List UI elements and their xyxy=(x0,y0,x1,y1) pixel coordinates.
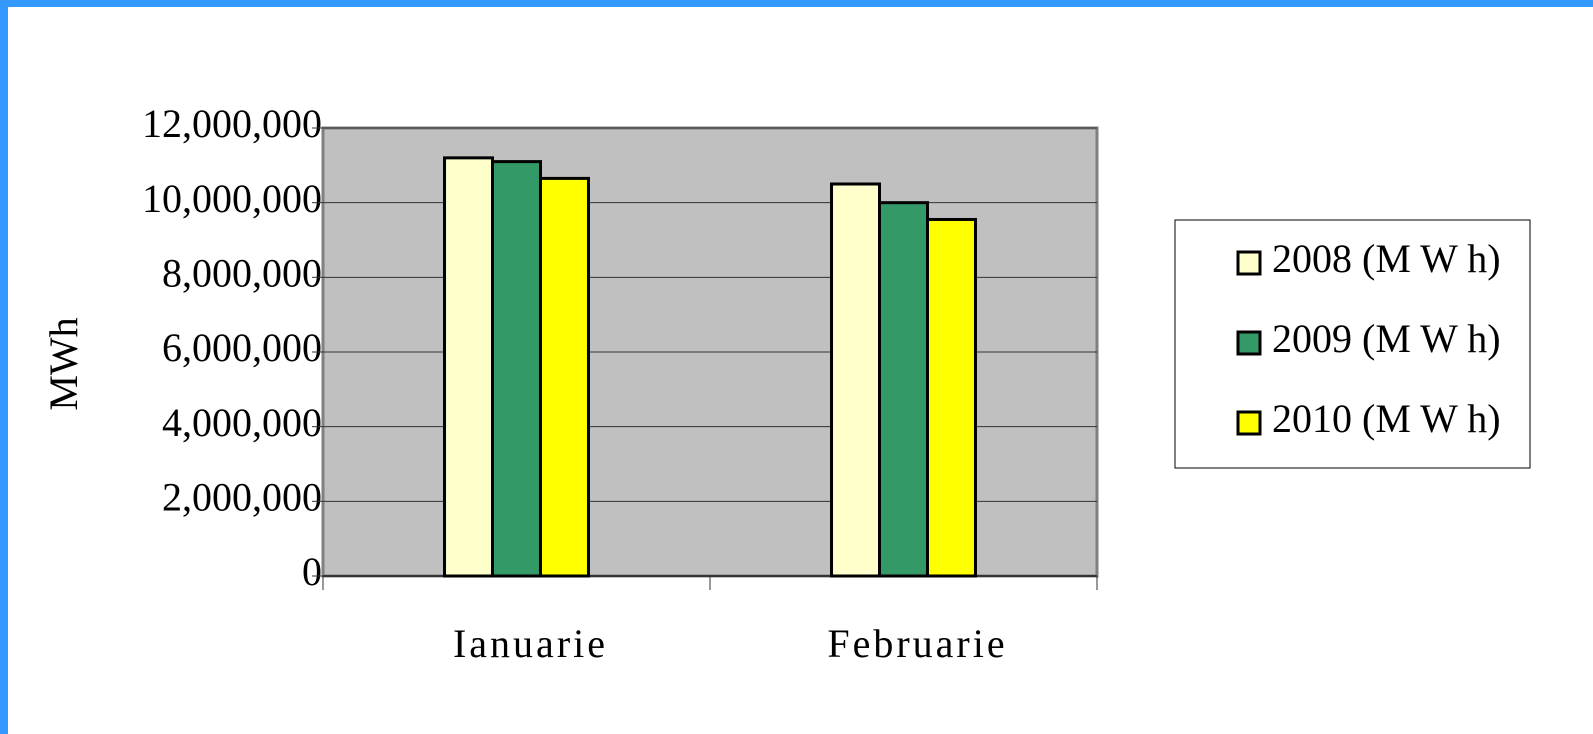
legend-label: 2010 (M W h) xyxy=(1272,396,1501,441)
y-tick-label: 2,000,000 xyxy=(162,475,322,520)
frame-top xyxy=(0,0,1593,7)
bar xyxy=(443,156,495,578)
x-tick-label: Ianuarie xyxy=(453,621,608,666)
y-tick-label: 10,000,000 xyxy=(142,176,322,221)
y-tick-label: 8,000,000 xyxy=(162,251,322,296)
frame-left xyxy=(0,0,8,734)
bar xyxy=(925,217,977,578)
y-axis-label: MWh xyxy=(41,317,86,410)
legend-swatch xyxy=(1236,250,1262,276)
legend-box xyxy=(1174,219,1531,469)
bar xyxy=(491,160,542,578)
y-tick-label: 6,000,000 xyxy=(162,325,322,370)
x-tick-label: Februarie xyxy=(827,621,1007,666)
y-tick-label: 12,000,000 xyxy=(142,101,322,146)
legend-swatch xyxy=(1236,330,1262,356)
bar xyxy=(830,182,882,578)
legend-label: 2009 (M W h) xyxy=(1272,316,1501,361)
legend-swatch xyxy=(1236,410,1262,436)
y-tick-label: 4,000,000 xyxy=(162,400,322,445)
bar xyxy=(878,201,929,578)
y-tick-label: 0 xyxy=(302,549,322,594)
bar xyxy=(538,176,590,578)
legend-label: 2008 (M W h) xyxy=(1272,236,1501,281)
